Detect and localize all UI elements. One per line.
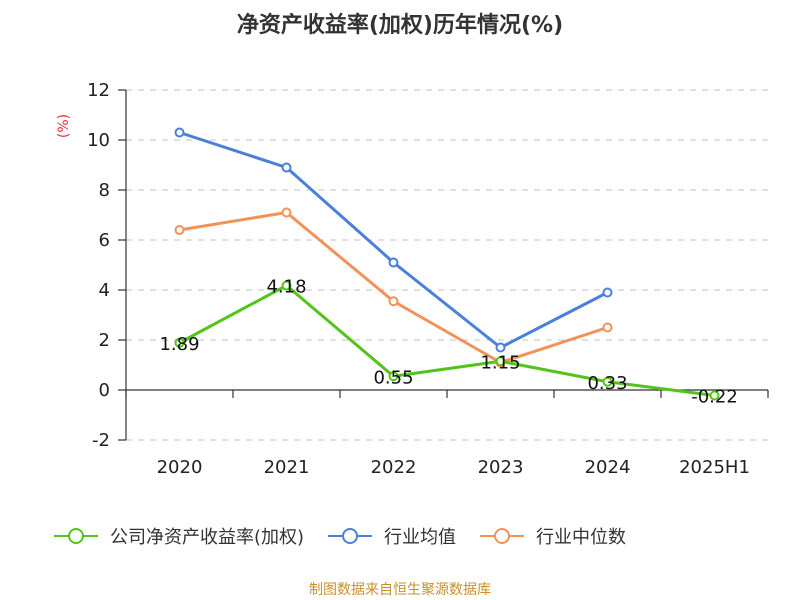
y-tick-label: 8 (99, 180, 110, 201)
data-point[interactable] (174, 225, 185, 235)
legend-label: 公司净资产收益率(加权) (110, 527, 304, 548)
x-tick-label: 2022 (371, 457, 417, 478)
legend[interactable]: 公司净资产收益率(加权) 行业均值 行业中位数 (54, 527, 626, 548)
data-point[interactable] (602, 287, 613, 298)
legend-item[interactable]: 行业均值 (328, 527, 456, 548)
data-point[interactable] (495, 342, 506, 353)
data-label: 0.33 (587, 373, 627, 394)
data-label: 0.55 (373, 367, 413, 388)
y-tick-label: 2 (99, 330, 110, 351)
data-point[interactable] (174, 337, 185, 348)
data-point[interactable] (281, 280, 292, 291)
y-tick-label: 0 (99, 380, 110, 401)
legend-label: 行业均值 (384, 527, 456, 548)
data-point[interactable] (388, 371, 399, 382)
data-point[interactable] (495, 356, 506, 367)
y-tick-label: 12 (87, 80, 110, 101)
legend-item[interactable]: 行业中位数 (480, 527, 626, 548)
x-tick-label: 2021 (264, 457, 310, 478)
data-point[interactable] (174, 127, 185, 138)
data-label: -0.22 (691, 387, 738, 408)
x-tick-label: 2020 (157, 457, 203, 478)
data-point[interactable] (388, 296, 399, 307)
legend-marker (342, 528, 359, 544)
x-tick-label: 2024 (585, 457, 631, 478)
data-label: 1.15 (480, 352, 520, 373)
y-tick-label: 4 (99, 280, 110, 301)
series-lines (174, 127, 720, 401)
data-point[interactable] (281, 162, 292, 173)
x-tick-label: 2023 (478, 457, 524, 478)
grid-lines (126, 89, 768, 441)
series-line (178, 284, 715, 397)
data-point[interactable] (602, 322, 613, 333)
data-label: 1.89 (159, 334, 199, 355)
y-axis-unit-label: (%) (56, 114, 72, 138)
data-point[interactable] (602, 376, 613, 387)
data-point[interactable] (388, 257, 399, 268)
data-point[interactable] (281, 207, 292, 218)
data-label: 4.18 (266, 277, 306, 298)
legend-marker (68, 528, 84, 544)
legend-marker (494, 528, 511, 544)
data-point[interactable] (709, 390, 720, 401)
legend-item[interactable]: 公司净资产收益率(加权) (54, 527, 304, 548)
y-tick-label: 10 (87, 130, 110, 151)
x-tick-label: 2025H1 (679, 457, 750, 478)
data-labels: 1.89 4.18 0.55 1.15 0.33 -0.22 (159, 277, 737, 408)
source-note: 制图数据来自恒生聚源数据库 (309, 582, 491, 598)
y-tick-label: 6 (99, 230, 110, 251)
legend-label: 行业中位数 (536, 527, 626, 548)
chart-title: 净资产收益率(加权)历年情况(%) (237, 12, 563, 38)
y-tick-label: -2 (92, 430, 110, 451)
